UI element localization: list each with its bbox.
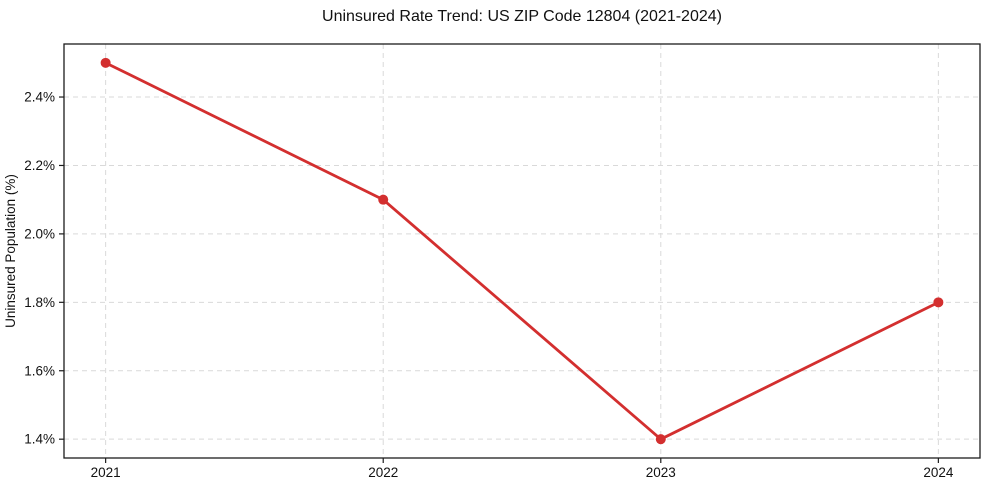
- y-axis-label: Uninsured Population (%): [3, 174, 18, 328]
- y-tick-label: 2.4%: [24, 90, 55, 105]
- x-tick-label: 2021: [91, 465, 121, 480]
- data-point: [933, 297, 944, 308]
- chart-title: Uninsured Rate Trend: US ZIP Code 12804 …: [322, 8, 722, 25]
- series-line: [104, 61, 940, 441]
- axes-frame: [63, 43, 981, 459]
- data-point: [378, 194, 389, 205]
- data-point: [100, 57, 111, 68]
- x-tick-label: 2023: [646, 465, 676, 480]
- y-tick-label: 2.2%: [24, 158, 55, 173]
- y-tick-label: 1.4%: [24, 432, 55, 447]
- x-tick-label: 2022: [368, 465, 398, 480]
- plot-area: 2021 2022 2023 2024 1.4% 1.6% 1.8% 2.0% 2.2% 2.4%: [24, 43, 981, 480]
- y-tick-label: 1.8%: [24, 295, 55, 310]
- data-point: [655, 434, 666, 445]
- x-tick-label: 2024: [923, 465, 954, 480]
- y-tick-label: 2.0%: [24, 226, 55, 241]
- y-tick-label: 1.6%: [24, 363, 55, 378]
